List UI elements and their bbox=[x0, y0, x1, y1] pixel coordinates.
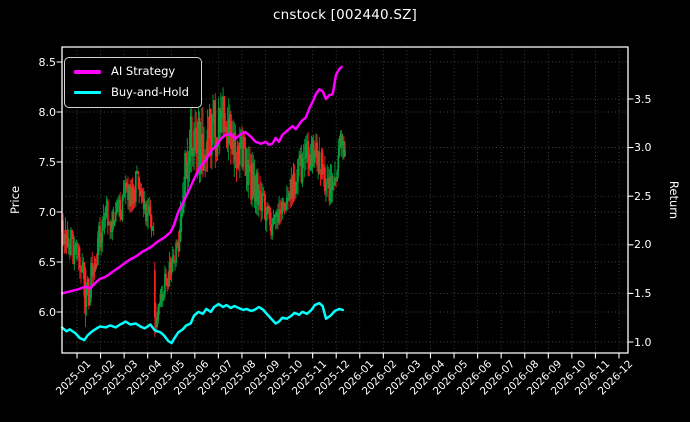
price-tick-label: 6.5 bbox=[38, 255, 57, 269]
return-tick-label: 1.5 bbox=[634, 286, 652, 300]
return-tick-label: 3.5 bbox=[634, 92, 652, 106]
legend-label: Buy-and-Hold bbox=[111, 84, 189, 99]
legend-item-buy-and-hold: Buy-and-Hold bbox=[74, 84, 189, 100]
chart-title: cnstock [002440.SZ] bbox=[272, 7, 418, 23]
return-tick-label: 2.5 bbox=[634, 189, 652, 203]
price-tick-label: 8.0 bbox=[38, 105, 57, 119]
return-tick-label: 2.0 bbox=[634, 238, 652, 252]
price-tick-label: 8.5 bbox=[38, 55, 57, 69]
return-tick-label: 3.0 bbox=[634, 141, 652, 155]
return-tick-label: 1.0 bbox=[634, 335, 652, 349]
buy-and-hold-line-swatch bbox=[74, 90, 101, 95]
price-tick-label: 7.5 bbox=[38, 155, 57, 169]
price-tick-label: 7.0 bbox=[38, 205, 57, 219]
legend-item-ai-strategy: AI Strategy bbox=[74, 64, 189, 79]
price-tick-label: 6.0 bbox=[38, 305, 57, 319]
legend: AI Strategy Buy-and-Hold bbox=[64, 57, 202, 108]
legend-label: AI Strategy bbox=[111, 64, 176, 78]
ai-strategy-line-swatch bbox=[74, 70, 101, 74]
